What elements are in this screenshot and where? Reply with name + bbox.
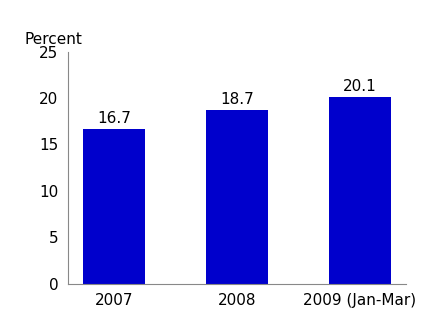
Text: 18.7: 18.7 <box>220 92 254 107</box>
Text: 20.1: 20.1 <box>343 79 377 94</box>
Bar <box>206 110 268 284</box>
Bar <box>84 129 145 284</box>
Text: 16.7: 16.7 <box>97 111 131 126</box>
Bar <box>329 97 391 284</box>
Text: Percent: Percent <box>24 32 82 47</box>
